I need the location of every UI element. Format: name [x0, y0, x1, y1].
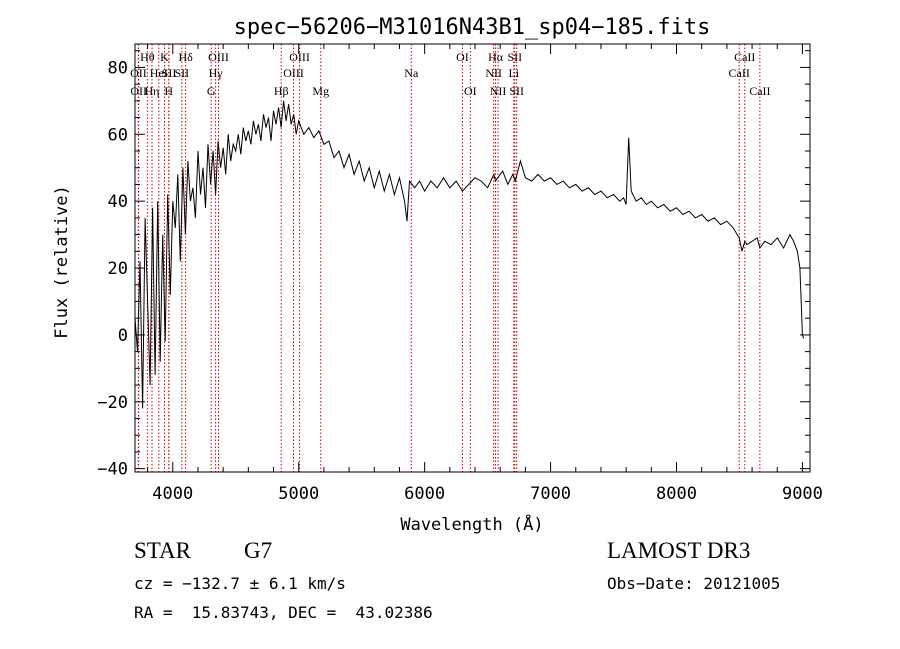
line-marker-label-11: Hγ	[209, 66, 224, 80]
object-class: STAR	[134, 538, 191, 563]
x-tick-label-3: 7000	[530, 484, 571, 504]
line-marker-label-10: OIII	[208, 50, 229, 64]
y-tick-label-3: 20	[108, 259, 128, 279]
line-marker-label-24: Li	[508, 66, 519, 80]
y-tick-label-4: 40	[108, 192, 128, 212]
x-tick-label-2: 6000	[404, 484, 445, 504]
x-tick-label-0: 4000	[152, 484, 193, 504]
y-tick-label-6: 80	[108, 58, 128, 78]
x-tick-label-1: 5000	[278, 484, 319, 504]
line-marker-label-6: SII	[162, 66, 177, 80]
x-axis-ticks: 4000 5000 6000 7000 8000 9000	[147, 44, 823, 504]
line-marker-label-21: NII	[485, 66, 502, 80]
line-marker-label-16: Mg	[312, 84, 329, 98]
line-marker-label-2: OII	[130, 84, 147, 98]
line-marker-label-18: OI	[456, 50, 469, 64]
line-marker-label-23: SII	[507, 50, 522, 64]
line-marker-label-3: Hη	[145, 84, 160, 98]
line-marker-label-27: CaII	[729, 66, 750, 80]
observation-date: Obs−Date: 20121005	[607, 574, 781, 593]
line-marker-label-13: Hβ	[274, 84, 289, 98]
line-markers	[137, 44, 761, 472]
survey-name: LAMOST DR3	[607, 538, 751, 563]
redshift-cz: cz = −132.7 ± 6.1 km/s	[134, 574, 346, 593]
line-marker-label-4: HeI	[150, 66, 168, 80]
object-subclass: G7	[244, 538, 273, 563]
x-tick-label-5: 9000	[782, 484, 823, 504]
line-marker-label-9: Hδ	[178, 50, 193, 64]
line-marker-label-19: OI	[464, 84, 477, 98]
plot-frame	[134, 43, 811, 473]
coordinates: RA = 15.83743, DEC = 43.02386	[134, 603, 433, 622]
line-marker-label-22: NII	[490, 84, 507, 98]
spectrum-line	[134, 100, 805, 409]
x-tick-label-4: 8000	[656, 484, 697, 504]
line-marker-label-12: G	[207, 84, 216, 98]
y-axis-ticks: −40 −20 0 20 40 60 80	[97, 50, 810, 480]
y-axis-label: Flux (relative)	[52, 185, 72, 339]
line-marker-label-15: OIII	[283, 66, 304, 80]
y-tick-label-2: 0	[118, 326, 128, 346]
y-tick-label-5: 60	[108, 125, 128, 145]
line-marker-label-8: SII	[175, 66, 190, 80]
line-marker-label-14: OIII	[289, 50, 310, 64]
line-marker-label-20: Hα	[488, 50, 504, 64]
line-marker-label-5: K	[160, 50, 169, 64]
y-tick-label-1: −20	[97, 393, 128, 413]
line-marker-label-1: OII	[130, 66, 147, 80]
y-tick-label-0: −40	[97, 460, 128, 480]
line-marker-label-28: CaII	[749, 84, 770, 98]
line-marker-label-17: Na	[404, 66, 419, 80]
chart-title: spec−56206−M31016N43B1_sp04−185.fits	[234, 15, 711, 40]
line-marker-label-25: SII	[509, 84, 524, 98]
line-marker-label-26: CaII	[734, 50, 755, 64]
line-marker-label-7: H	[164, 84, 173, 98]
line-marker-label-0: Hθ	[140, 50, 155, 64]
x-axis-label: Wavelength (Å)	[400, 513, 543, 535]
